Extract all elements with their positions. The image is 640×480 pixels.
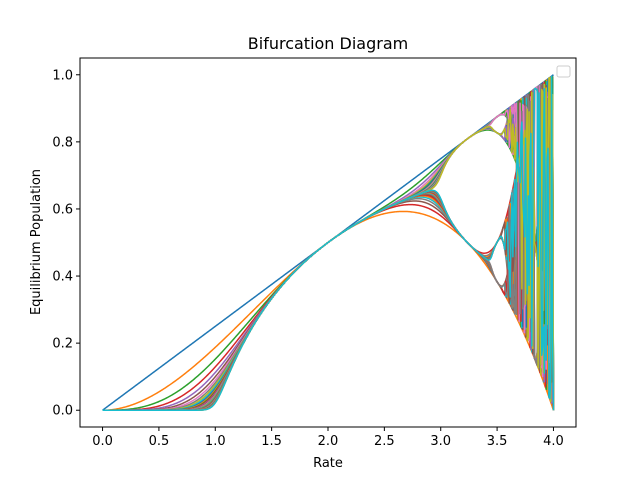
y-tick-label: 1.0: [52, 68, 73, 83]
x-tick-label: 0.0: [92, 434, 113, 449]
x-axis-label: Rate: [313, 456, 343, 471]
chart-title: Bifurcation Diagram: [248, 34, 408, 53]
x-tick-label: 3.0: [430, 434, 451, 449]
y-tick-label: 0.8: [52, 135, 73, 150]
x-tick-label: 0.5: [149, 434, 170, 449]
x-tick-label: 3.5: [487, 434, 508, 449]
x-tick-label: 2.5: [374, 434, 395, 449]
y-tick-label: 0.4: [52, 270, 73, 285]
y-axis-label: Equilibrium Population: [29, 169, 44, 315]
legend-box: [556, 65, 571, 78]
x-tick-label: 4.0: [543, 434, 564, 449]
y-tick-label: 0.2: [52, 337, 73, 352]
x-tick-label: 2.0: [318, 434, 339, 449]
y-tick-label: 0.0: [52, 404, 73, 419]
y-axis: 0.0 0.2 0.4 0.6 0.8 1.0: [52, 68, 80, 419]
series-layer: [102, 74, 555, 411]
series-line: [102, 75, 555, 411]
x-tick-label: 1.0: [205, 434, 226, 449]
x-tick-label: 1.5: [261, 434, 282, 449]
y-tick-label: 0.6: [52, 202, 73, 217]
x-axis: 0.0 0.5 1.0 1.5 2.0 2.5 3.0 3.5 4.0: [92, 427, 564, 449]
